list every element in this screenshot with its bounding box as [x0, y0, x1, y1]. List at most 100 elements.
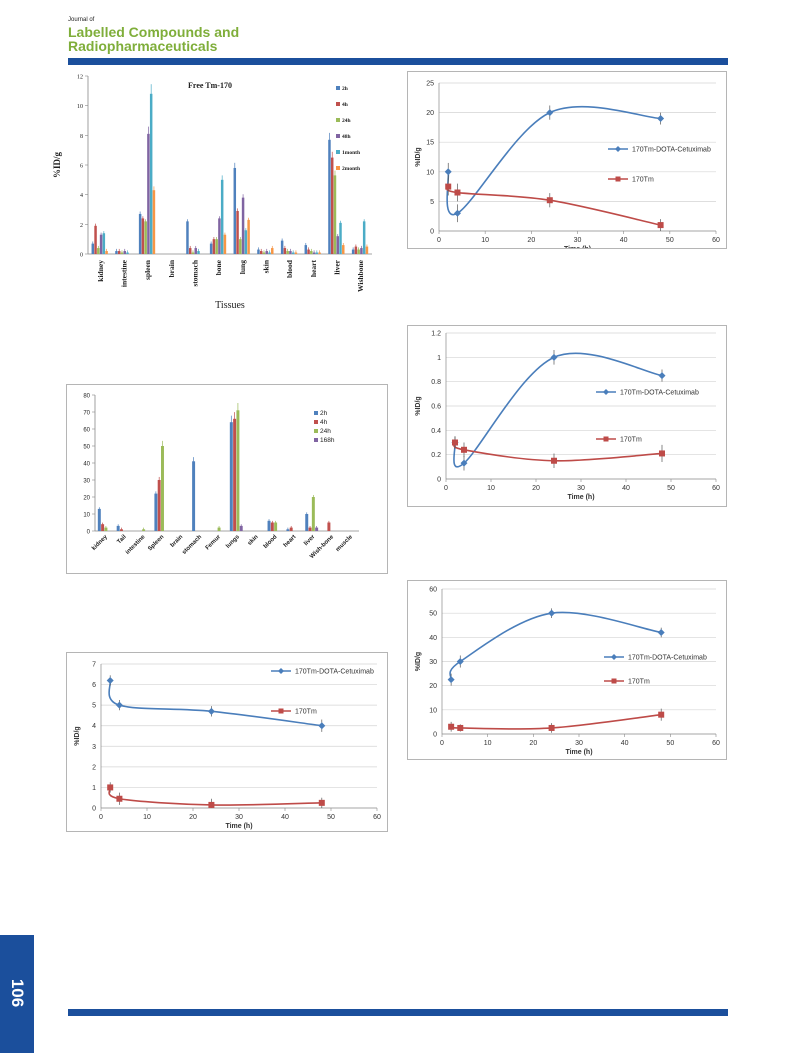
- bar: [218, 218, 221, 254]
- y-tick-label: 5: [430, 199, 434, 206]
- series-line: [453, 441, 663, 462]
- series-line: [108, 786, 322, 806]
- category-label: kidney: [96, 260, 105, 282]
- y-tick-label: 50: [429, 611, 437, 618]
- legend-label: 24h: [320, 428, 331, 435]
- legend-swatch: [314, 438, 318, 442]
- x-tick-label: 10: [481, 237, 489, 244]
- bar: [354, 246, 358, 254]
- series-line: [449, 713, 662, 730]
- y-tick-label: 70: [83, 411, 90, 417]
- journal-prefix: Journal of: [68, 17, 95, 23]
- legend-label: 4h: [320, 419, 328, 426]
- legend-marker: [611, 678, 617, 684]
- bar: [307, 249, 310, 254]
- bar: [270, 522, 274, 531]
- x-tick-label: 30: [575, 740, 583, 747]
- bar: [362, 221, 366, 254]
- bar: [99, 234, 103, 254]
- journal-title-line1: Labelled Compounds and: [68, 24, 240, 40]
- y-tick-label: 6: [80, 164, 83, 170]
- bar: [104, 527, 108, 531]
- category-label: heart: [283, 534, 298, 549]
- x-tick-label: 60: [712, 237, 720, 244]
- bar: [360, 248, 363, 254]
- y-tick-label: 20: [83, 496, 90, 502]
- category-label: brain: [167, 259, 176, 277]
- x-axis-label: Tissues: [215, 300, 245, 311]
- y-tick-label: 0: [430, 229, 434, 236]
- y-tick-label: 1: [437, 355, 441, 362]
- x-tick-label: 50: [327, 814, 335, 821]
- legend-label: 1month: [342, 150, 360, 156]
- chart-svg: 0 0.2 0.4 0.6 0.8 1 1.2 0 10 20 30 40 50 60 Time (h) %I…: [415, 331, 720, 502]
- bar: [149, 93, 153, 254]
- y-tick-label: 10: [429, 707, 437, 714]
- x-tick-label: 20: [532, 485, 540, 492]
- bar: [336, 236, 339, 254]
- legend-swatch: [314, 429, 318, 433]
- bar: [239, 525, 243, 531]
- bar: [141, 218, 145, 254]
- y-tick-label: 10: [77, 104, 83, 110]
- legend-label: 170Tm-DOTA-Cetuximab: [628, 655, 707, 662]
- data-point: [461, 446, 467, 453]
- series-line: [108, 680, 322, 727]
- y-tick-label: 10: [426, 169, 434, 176]
- y-tick-label: 40: [83, 462, 90, 468]
- category-label: intestine: [120, 259, 129, 287]
- x-tick-label: 50: [666, 740, 674, 747]
- legend-label: 168h: [320, 437, 335, 444]
- category-label: skin: [262, 259, 271, 273]
- bar: [236, 210, 239, 254]
- bar: [192, 461, 196, 531]
- bar: [209, 243, 213, 254]
- legend-swatch: [336, 102, 340, 106]
- bar: [229, 422, 233, 531]
- x-tick-label: 10: [487, 485, 495, 492]
- bar: [247, 219, 250, 254]
- y-tick-label: 2: [80, 223, 83, 229]
- data-point: [448, 723, 455, 730]
- data-point: [548, 724, 555, 731]
- data-point: [657, 115, 665, 123]
- legend-marker: [615, 176, 621, 182]
- x-tick-label: 0: [444, 485, 448, 492]
- data-point: [456, 658, 464, 665]
- category-label: muscle: [335, 534, 354, 553]
- y-tick-label: 0: [433, 732, 437, 739]
- bar: [102, 233, 106, 254]
- x-tick-label: 30: [577, 485, 585, 492]
- data-point: [444, 168, 452, 176]
- y-tick-label: 2: [92, 764, 96, 771]
- data-point: [453, 209, 461, 217]
- data-point: [318, 722, 326, 730]
- x-tick-label: 10: [484, 740, 492, 747]
- y-tick-label: 0: [80, 253, 83, 259]
- x-tick-label: 0: [437, 237, 441, 244]
- y-tick-label: 4: [92, 723, 96, 730]
- x-tick-label: 10: [143, 814, 151, 821]
- chart-svg: 0 2 4 6 8 10 12 kidney intestine spleen brain stoma…: [52, 75, 372, 311]
- bar: [116, 525, 120, 531]
- bar: [305, 514, 309, 531]
- data-point: [548, 609, 556, 617]
- chart-svg: 0 10 20 30 40 50 60 0 10 20 30 40 50 60 Time (h) %ID/g 1…: [415, 587, 720, 757]
- data-point: [658, 711, 665, 718]
- y-tick-label: 0.6: [431, 404, 441, 411]
- y-tick-label: 4: [80, 193, 83, 199]
- legend-swatch: [314, 411, 318, 415]
- bar: [289, 527, 293, 531]
- y-tick-label: 12: [77, 75, 83, 81]
- x-tick-label: 20: [529, 740, 537, 747]
- data-point: [659, 450, 665, 457]
- x-tick-label: 0: [440, 740, 444, 747]
- legend-label: 2month: [342, 166, 360, 172]
- bar: [244, 230, 248, 254]
- y-tick-label: 5: [92, 703, 96, 710]
- y-tick-label: 0: [437, 477, 441, 484]
- series-line: [449, 611, 662, 680]
- bar: [233, 167, 237, 254]
- legend-label: 170Tm-DOTA-Cetuximab: [295, 669, 374, 676]
- category-label: blood: [263, 534, 279, 550]
